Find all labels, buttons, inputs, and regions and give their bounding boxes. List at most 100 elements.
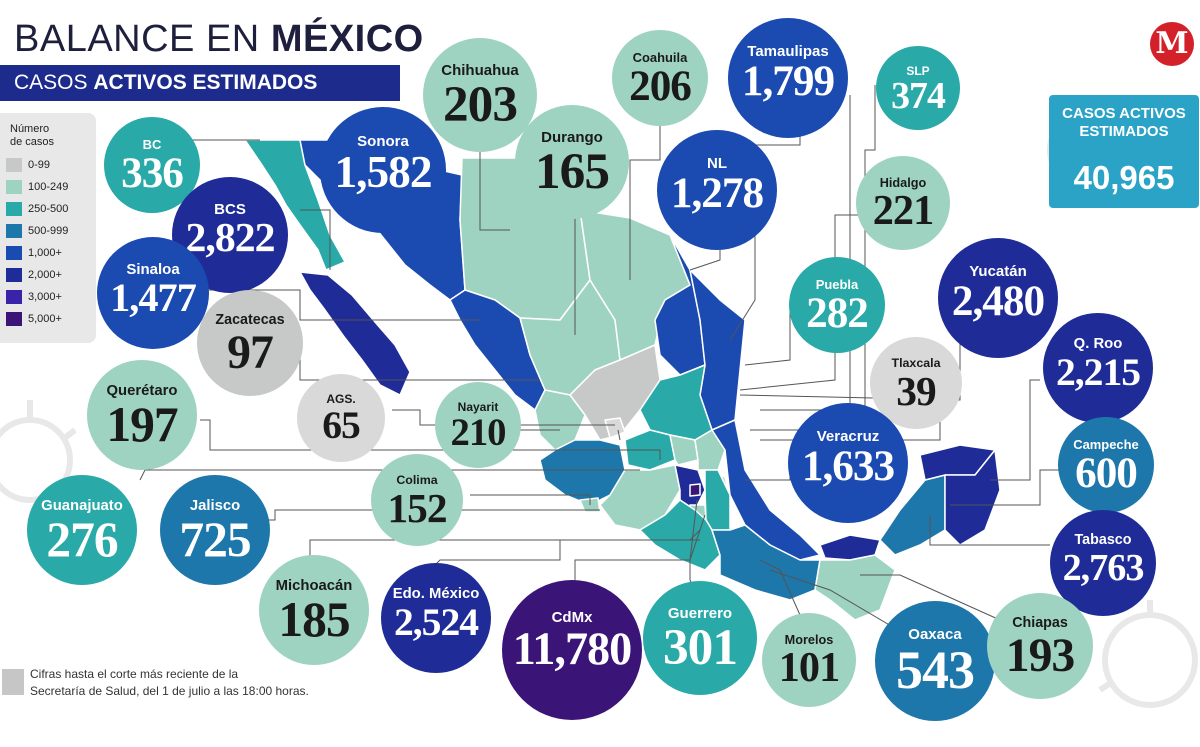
state-name: Jalisco: [189, 498, 241, 515]
footnote: Cifras hasta el corte más reciente de la…: [30, 666, 330, 700]
state-value: 336: [121, 150, 184, 198]
state-name: Tamaulipas: [747, 43, 829, 61]
bubble-ags: AGS. 65: [297, 374, 385, 462]
state-value: 193: [1005, 628, 1076, 682]
state-value: 2,480: [951, 278, 1045, 326]
subtitle-bold: ACTIVOS ESTIMADOS: [93, 71, 318, 94]
page-title: BALANCE EN MÉXICO: [14, 18, 424, 61]
bubble-chiapas: Chiapas 193: [987, 593, 1093, 699]
total-label: CASOS ACTIVOS ESTIMADOS: [1049, 105, 1199, 141]
state-name: AGS.: [326, 392, 356, 407]
bubble-campeche: Campeche 600: [1058, 417, 1154, 513]
bubble-edo-m-xico: Edo. México 2,524: [381, 563, 491, 673]
state-name: Yucatán: [969, 263, 1027, 281]
bubble-tabasco: Tabasco 2,763: [1050, 510, 1156, 616]
state-value: 2,822: [185, 215, 276, 262]
legend-title: Número de casos: [10, 123, 90, 149]
state-value: 1,278: [670, 170, 764, 218]
state-name: Nayarit: [457, 400, 499, 415]
bubble-guanajuato: Guanajuato 276: [27, 475, 137, 585]
footnote-line2: Secretaría de Salud, del 1 de julio a la…: [30, 684, 309, 698]
legend-item: 3,000+: [6, 290, 62, 308]
legend-swatch: [6, 268, 22, 282]
total-label-line1: CASOS ACTIVOS: [1062, 105, 1186, 122]
legend-title-line1: Número: [10, 123, 50, 135]
bubble-puebla: Puebla 282: [789, 257, 885, 353]
bubble-sinaloa: Sinaloa 1,477: [97, 237, 209, 349]
state-qroo: [944, 449, 1001, 546]
bubble-michoac-n: Michoacán 185: [259, 555, 369, 665]
state-value: 97: [227, 325, 274, 379]
legend-label: 250-500: [28, 202, 69, 215]
legend-label: 5,000+: [28, 312, 62, 325]
state-ags: [604, 417, 626, 439]
state-name: Q. Roo: [1073, 336, 1123, 353]
state-queretaro: [669, 434, 699, 466]
bubble-yucat-n: Yucatán 2,480: [938, 238, 1058, 358]
legend-item: 500-999: [6, 224, 68, 242]
legend-label: 500-999: [28, 224, 69, 237]
state-value: 2,215: [1055, 349, 1141, 394]
state-value: 101: [778, 644, 840, 692]
state-value: 2,524: [393, 599, 479, 644]
state-value: 197: [106, 396, 178, 452]
legend-swatch: [6, 290, 22, 304]
state-name: Sinaloa: [126, 260, 180, 278]
state-name: Chihuahua: [441, 61, 519, 79]
bubble-morelos: Morelos 101: [762, 613, 856, 707]
state-value: 543: [896, 640, 975, 701]
bubble-jalisco: Jalisco 725: [160, 475, 270, 585]
state-value: 1,477: [110, 274, 197, 320]
state-name: Coahuila: [632, 50, 688, 66]
legend-swatch: [6, 202, 22, 216]
total-value: 40,965: [1073, 159, 1175, 196]
bubble-nl: NL 1,278: [657, 130, 777, 250]
legend-swatch: [6, 224, 22, 238]
state-value: 374: [891, 74, 946, 117]
bubble-guerrero: Guerrero 301: [643, 581, 757, 695]
bubble-quer-taro: Querétaro 197: [87, 360, 197, 470]
state-name: Guanajuato: [41, 498, 123, 515]
legend-swatch: [6, 180, 22, 194]
state-name: SLP: [906, 63, 930, 78]
state-name: Tabasco: [1074, 532, 1132, 549]
state-name: NL: [707, 155, 727, 173]
state-name: Chiapas: [1012, 615, 1068, 632]
bubble-nayarit: Nayarit 210: [435, 382, 521, 468]
state-value: 600: [1075, 450, 1138, 498]
bubble-q-roo: Q. Roo 2,215: [1043, 313, 1153, 423]
state-value: 165: [535, 142, 610, 200]
bubble-tamaulipas: Tamaulipas 1,799: [728, 18, 848, 138]
state-value: 203: [443, 75, 518, 133]
title-bold: MÉXICO: [270, 18, 424, 60]
state-name: Morelos: [784, 632, 834, 647]
subtitle-light: CASOS: [14, 71, 94, 94]
bubble-chihuahua: Chihuahua 203: [423, 38, 537, 152]
bubble-bc: BC 336: [104, 117, 200, 213]
total-label-line2: ESTIMADOS: [1079, 123, 1169, 140]
state-name: Tlaxcala: [891, 356, 941, 371]
state-name: Edo. México: [392, 586, 480, 603]
bubble-colima: Colima 152: [371, 454, 463, 546]
state-value: 1,582: [334, 147, 432, 198]
legend-item: 5,000+: [6, 312, 62, 330]
state-name: Hidalgo: [879, 175, 927, 190]
legend-item: 0-99: [6, 158, 50, 176]
state-value: 206: [629, 63, 692, 111]
state-veracruz: [711, 419, 821, 561]
state-name: Michoacán: [275, 578, 353, 595]
state-name: BC: [142, 137, 162, 153]
state-value: 301: [663, 618, 738, 676]
bubble-zacatecas: Zacatecas 97: [197, 290, 303, 396]
state-value: 185: [278, 591, 350, 647]
bubble-tlaxcala: Tlaxcala 39: [870, 337, 962, 429]
total-box: CASOS ACTIVOS ESTIMADOS 40,965: [1049, 95, 1199, 208]
state-cdmx: [689, 483, 701, 497]
footnote-swatch: [2, 669, 24, 695]
state-value: 2,763: [1062, 546, 1145, 589]
bubble-slp: SLP 374: [876, 46, 960, 130]
state-nayarit: [534, 389, 586, 451]
bubble-veracruz: Veracruz 1,633: [788, 403, 908, 523]
legend-title-line2: de casos: [10, 136, 55, 148]
state-value: 276: [46, 511, 118, 567]
